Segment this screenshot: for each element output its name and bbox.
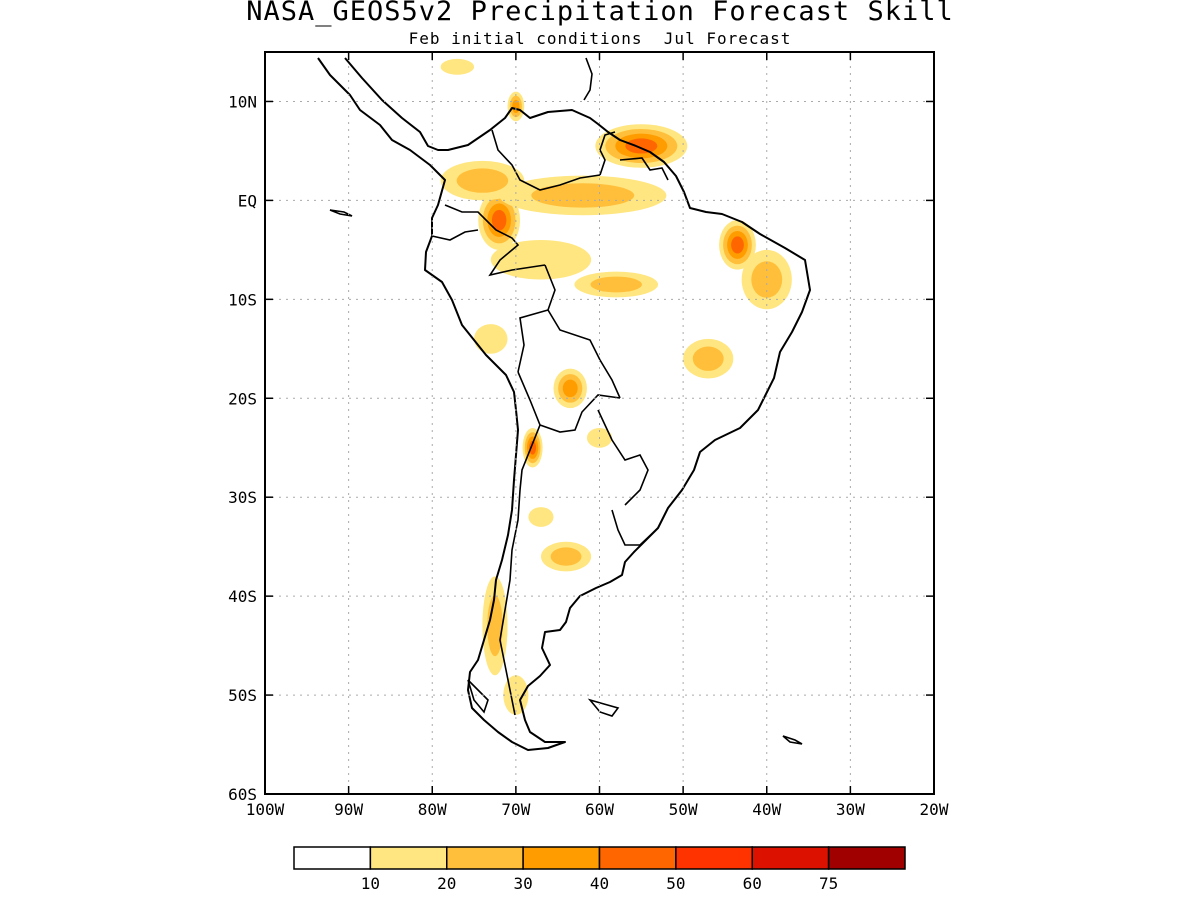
map-axes: 100W 90W 80W 70W 60W 50W 40W 30W 20W 10N EQ 10S 20S 3… xyxy=(228,52,949,819)
colorbar-swatch xyxy=(751,846,830,870)
south-america-coastline xyxy=(317,57,811,751)
colorbar-swatch xyxy=(446,846,524,870)
skill-patch-central-brazil-level-2 xyxy=(692,346,724,371)
lon-tick-label: 70W xyxy=(501,800,530,819)
skill-patches xyxy=(440,58,792,715)
skill-patch-argentina-mid-level-2 xyxy=(550,547,582,566)
colorbar-swatch xyxy=(675,846,753,870)
skill-patch-andes-max-level-4 xyxy=(529,440,537,455)
colorbar-label: 75 xyxy=(819,874,838,893)
colorbar-label: 60 xyxy=(743,874,762,893)
lat-tick-label: 50S xyxy=(228,686,257,705)
lat-tick-label: 40S xyxy=(228,587,257,606)
skill-patch-peru-coast-level-1 xyxy=(474,324,508,354)
lon-tick-label: 40W xyxy=(752,800,781,819)
lon-tick-label: 50W xyxy=(669,800,698,819)
map-subtitle: Feb initial conditions Jul Forecast xyxy=(408,29,792,48)
lat-tick-label: 60S xyxy=(228,785,257,804)
map-grid xyxy=(265,52,934,794)
skill-patch-peru-east-level-1 xyxy=(490,239,592,280)
skill-patch-ne-brazil-max-level-4 xyxy=(731,236,744,254)
colorbar-swatch xyxy=(522,846,601,870)
lat-tick-label: 10S xyxy=(228,290,257,309)
colorbar-label: 10 xyxy=(361,874,380,893)
lon-tick-label: 90W xyxy=(334,800,363,819)
lat-tick-label: 30S xyxy=(228,488,257,507)
colorbar-swatch xyxy=(598,846,677,870)
lat-tick-label: EQ xyxy=(238,191,257,210)
skill-patch-bolivia-max-level-3 xyxy=(562,379,578,398)
colorbar: 10 20 30 40 50 60 75 xyxy=(293,846,906,893)
skill-patch-central-amazon-level-2 xyxy=(590,276,642,293)
skill-patch-guianas-max-level-4 xyxy=(625,138,658,154)
lat-tick-label: 20S xyxy=(228,389,257,408)
colorbar-label: 50 xyxy=(666,874,685,893)
lon-tick-label: 100W xyxy=(246,800,285,819)
colorbar-swatch xyxy=(369,846,448,870)
islands xyxy=(329,57,803,745)
skill-patch-ne-coast-level-2 xyxy=(751,261,783,298)
skill-patch-amazon-north-level-2 xyxy=(531,183,635,208)
skill-patch-chile-south-level-2 xyxy=(487,595,503,657)
lon-tick-label: 30W xyxy=(836,800,865,819)
skill-patch-argentina-north-level-1 xyxy=(528,507,554,527)
lon-tick-label: 80W xyxy=(418,800,447,819)
skill-patch-central-america-level-1 xyxy=(440,58,475,75)
colorbar-label: 30 xyxy=(513,874,532,893)
skill-patch-colombia-west-level-2 xyxy=(456,168,509,193)
lon-tick-label: 60W xyxy=(585,800,614,819)
colorbar-label: 40 xyxy=(590,874,609,893)
colorbar-swatch xyxy=(293,846,372,870)
lon-tick-label: 20W xyxy=(920,800,949,819)
map-title: NASA_GEOS5v2 Precipitation Forecast Skil… xyxy=(246,0,954,27)
colorbar-swatch xyxy=(827,846,906,870)
country-borders xyxy=(431,129,669,716)
lat-tick-label: 10N xyxy=(228,92,257,111)
skill-patch-colombia-max-level-4 xyxy=(491,209,507,231)
colorbar-label: 20 xyxy=(437,874,456,893)
